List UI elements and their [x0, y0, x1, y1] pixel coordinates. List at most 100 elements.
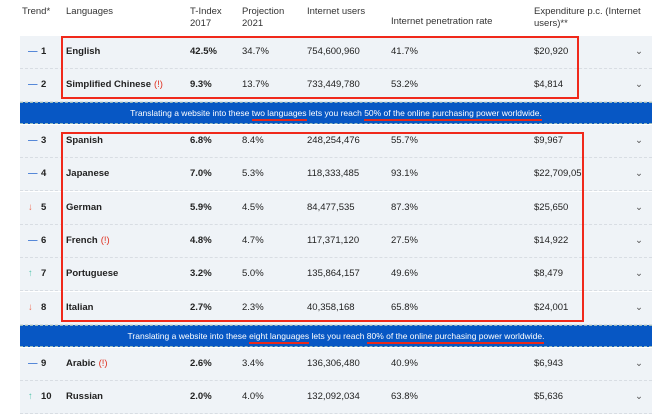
rank: 4	[41, 168, 47, 179]
projection-cell: 4.0%	[242, 391, 264, 402]
rank: 3	[41, 135, 47, 146]
users-cell: 40,358,168	[307, 302, 355, 313]
chevron-down-icon[interactable]: ⌄	[635, 168, 643, 179]
rank: 5	[41, 202, 47, 213]
trend-same-icon: —	[28, 135, 38, 146]
language-name: Italian	[66, 302, 94, 313]
language-name: Arabic	[66, 358, 96, 369]
penetration-cell: 93.1%	[391, 168, 418, 179]
trend-same-icon: —	[28, 79, 38, 90]
users-cell: 733,449,780	[307, 79, 360, 90]
tindex-cell: 7.0%	[190, 168, 212, 179]
rank: 7	[41, 268, 47, 279]
expenditure-cell: $6,943	[534, 358, 564, 369]
table-row[interactable]: ↓ 8 Italian 2.7% 2.3% 40,358,168 65.8% $24,001 ⌄	[20, 292, 652, 325]
users-cell: 754,600,960	[307, 46, 360, 57]
users-cell: 136,306,480	[307, 358, 360, 369]
expenditure-cell: $22,709,05	[534, 168, 582, 179]
penetration-cell: 55.7%	[391, 135, 418, 146]
trend-cell: —9	[28, 348, 62, 380]
chevron-down-icon[interactable]: ⌄	[635, 79, 643, 90]
trend-same-icon: —	[28, 168, 38, 179]
expenditure-cell: $4,814	[534, 79, 564, 90]
penetration-cell: 49.6%	[391, 268, 418, 279]
table-row[interactable]: —2 Simplified Chinese (!) 9.3% 13.7% 733,449,…	[20, 69, 652, 102]
tindex-cell: 2.6%	[190, 358, 212, 369]
banner-text: lets you reach	[306, 108, 365, 118]
users-cell: 135,864,157	[307, 268, 360, 279]
warning-icon[interactable]: (!)	[100, 235, 110, 246]
warning-icon[interactable]: (!)	[98, 358, 108, 369]
table-row[interactable]: ↓ 5 German 5.9% 4.5% 84,477,535 87.3% $25,650 ⌄	[20, 192, 652, 225]
warning-icon[interactable]: (!)	[154, 79, 163, 90]
banner-text: lets you reach	[309, 331, 367, 341]
banner-text: Translating a website into these	[127, 331, 250, 341]
header-penetration: Internet penetration rate	[391, 16, 493, 27]
trend-down-icon: ↓	[28, 302, 33, 313]
penetration-cell: 41.7%	[391, 46, 418, 57]
header-expenditure: Expenditure p.c. (Internet users)**	[534, 6, 641, 29]
table-row[interactable]: —3 Spanish 6.8% 8.4% 248,254,476 55.7% $9,967 ⌄	[20, 125, 652, 158]
projection-cell: 4.5%	[242, 202, 264, 213]
chevron-down-icon[interactable]: ⌄	[635, 202, 643, 213]
trend-same-icon: —	[28, 235, 38, 246]
chevron-down-icon[interactable]: ⌄	[635, 358, 643, 369]
users-cell: 84,477,535	[307, 202, 355, 213]
trend-cell: ↑ 7	[28, 258, 62, 290]
rank: 2	[41, 79, 47, 90]
banner-highlight: 80% of the online purchasing power world…	[366, 331, 545, 344]
table-row[interactable]: —1 English 42.5% 34.7% 754,600,960 41.7% $20,9…	[20, 36, 652, 69]
rank: 9	[41, 358, 47, 369]
language-cell: English	[66, 36, 186, 68]
table-row[interactable]: ↑ 7 Portuguese 3.2% 5.0% 135,864,157 49.6% $8,4…	[20, 258, 652, 291]
trend-same-icon: —	[28, 46, 38, 57]
header-users: Internet users	[307, 6, 366, 17]
expenditure-cell: $8,479	[534, 268, 564, 279]
expenditure-cell: $20,920	[534, 46, 569, 57]
table-row[interactable]: ↑ 10 Russian 2.0% 4.0% 132,092,034 63.8% $5,636…	[20, 381, 652, 414]
trend-cell: ↓ 5	[28, 192, 62, 224]
projection-cell: 13.7%	[242, 79, 269, 90]
table-row[interactable]: —6 French (!) 4.8% 4.7% 117,371,120 27.5% $14,9…	[20, 225, 652, 258]
rank: 8	[41, 302, 47, 313]
projection-cell: 3.4%	[242, 358, 264, 369]
banner-highlight: two languages	[251, 108, 307, 121]
chevron-down-icon[interactable]: ⌄	[635, 46, 643, 57]
info-banner: Translating a website into these eight l…	[20, 325, 652, 347]
language-cell: Simplified Chinese (!)	[66, 69, 186, 101]
language-name: Simplified Chinese	[66, 79, 151, 90]
language-cell: German	[66, 192, 186, 224]
trend-cell: —4	[28, 158, 62, 190]
chevron-down-icon[interactable]: ⌄	[635, 302, 643, 313]
language-name: Spanish	[66, 135, 103, 146]
users-cell: 248,254,476	[307, 135, 360, 146]
users-cell: 117,371,120	[307, 235, 360, 246]
table-row[interactable]: —9 Arabic (!) 2.6% 3.4% 136,306,480 40.9% $6,94…	[20, 348, 652, 381]
table-header: Trend* Languages T-Index 2017 Projection…	[0, 0, 671, 35]
language-name: Russian	[66, 391, 103, 402]
header-languages: Languages	[66, 6, 114, 17]
chevron-down-icon[interactable]: ⌄	[635, 135, 643, 146]
chevron-down-icon[interactable]: ⌄	[635, 268, 643, 279]
trend-cell: —2	[28, 69, 62, 101]
table-row[interactable]: —4 Japanese 7.0% 5.3% 118,333,485 93.1% $22,70…	[20, 158, 652, 191]
tindex-cell: 6.8%	[190, 135, 212, 146]
language-name: English	[66, 46, 101, 57]
chevron-down-icon[interactable]: ⌄	[635, 391, 643, 402]
expenditure-cell: $24,001	[534, 302, 569, 313]
rank: 6	[41, 235, 47, 246]
tindex-cell: 9.3%	[190, 79, 212, 90]
language-name: German	[66, 202, 102, 213]
chevron-down-icon[interactable]: ⌄	[635, 235, 643, 246]
projection-cell: 5.0%	[242, 268, 264, 279]
tindex-cell: 3.2%	[190, 268, 212, 279]
info-banner: Translating a website into these two lan…	[20, 102, 652, 124]
trend-up-icon: ↑	[28, 268, 33, 279]
projection-cell: 34.7%	[242, 46, 269, 57]
projection-cell: 8.4%	[242, 135, 264, 146]
penetration-cell: 53.2%	[391, 79, 418, 90]
tindex-cell: 4.8%	[190, 235, 212, 246]
language-name: French	[66, 235, 98, 246]
language-cell: Arabic (!)	[66, 348, 186, 380]
penetration-cell: 40.9%	[391, 358, 418, 369]
